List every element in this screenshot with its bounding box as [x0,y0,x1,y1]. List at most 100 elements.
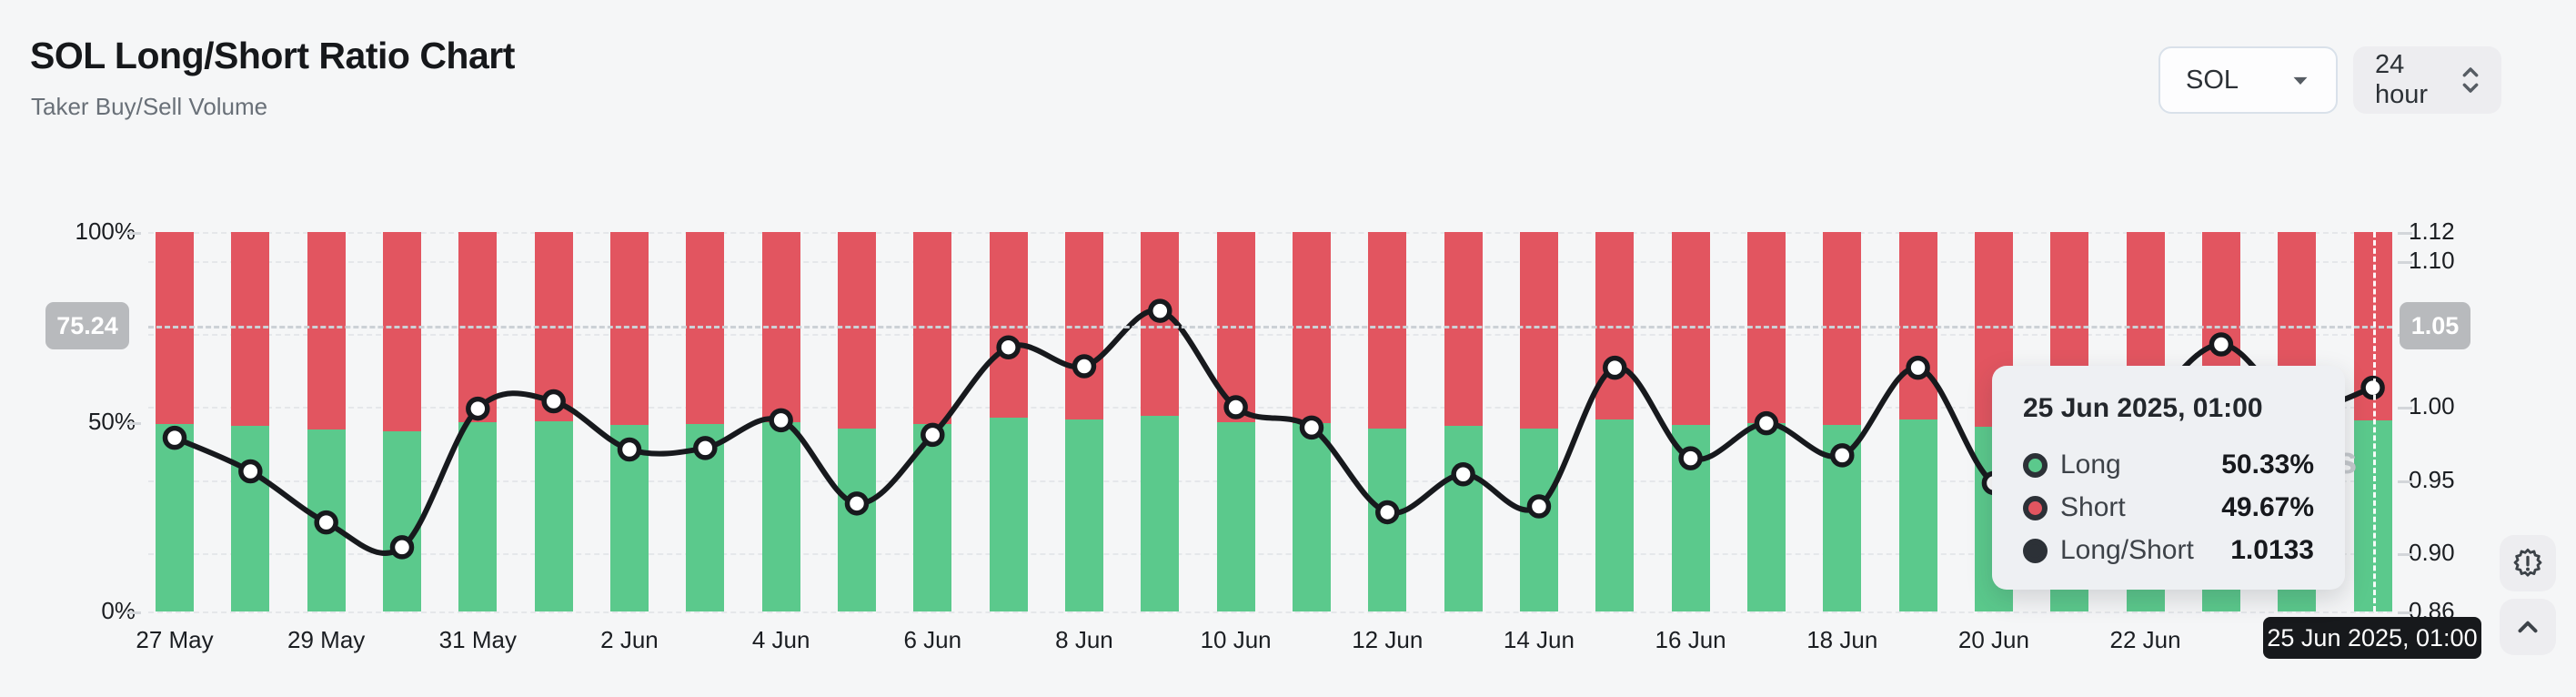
gridline [148,611,2392,613]
line-marker-27-May[interactable] [162,425,187,450]
bar-9-Jun[interactable] [1141,232,1180,611]
right-axis-tick [2398,261,2412,265]
line-marker-29-May[interactable] [314,510,338,535]
long-segment [1064,419,1103,611]
right-axis-label: 0.90 [2409,538,2455,566]
crosshair-date-label: 25 Jun 2025, 01:00 [2263,617,2481,659]
bar-8-Jun[interactable] [1064,232,1103,611]
long-segment [1444,426,1483,611]
symbol-select[interactable]: SOL [2158,46,2338,114]
line-marker-16-Jun[interactable] [1678,446,1703,470]
left-axis-tick [126,611,141,614]
long-segment [1595,419,1635,611]
line-marker-28-May[interactable] [238,459,263,484]
right-axis-label: 1.10 [2409,247,2455,275]
bar-29-May[interactable] [307,232,346,611]
short-segment [1519,232,1558,429]
tooltip-ratio-value: 1.0133 [2230,535,2314,565]
interval-select-value: 24 hour [2375,50,2429,109]
left-axis-tick [126,232,141,235]
line-marker-9-Jun[interactable] [1148,298,1172,323]
line-marker-4-Jun[interactable] [769,408,793,433]
line-marker-17-Jun[interactable] [1754,410,1779,436]
long-segment [382,431,421,611]
tooltip-long-label: Long [2060,450,2121,480]
line-marker-14-Jun[interactable] [1526,494,1552,519]
short-segment [1064,232,1103,419]
short-series-dot-icon [2023,495,2048,520]
bar-15-Jun[interactable] [1595,232,1635,611]
gridline [148,334,2392,337]
short-segment [1595,232,1635,419]
right-axis-tick [2398,232,2412,235]
bar-7-Jun[interactable] [989,232,1028,611]
long-segment [1216,421,1255,611]
line-marker-19-Jun[interactable] [1906,355,1930,380]
interval-select[interactable]: 24 hour [2353,46,2501,114]
bar-5-Jun[interactable] [837,232,876,611]
crosshair-ratio-badge: 1.05 [2400,302,2470,350]
line-marker-5-Jun[interactable] [844,491,870,516]
x-axis-label: 16 Jun [1655,626,1726,653]
short-segment [1141,232,1180,416]
gridline [148,232,2392,234]
long-segment [989,418,1028,611]
line-marker-2-Jun[interactable] [617,437,642,462]
right-axis-tick [2398,480,2412,483]
x-axis-label: 8 Jun [1055,626,1113,653]
line-marker-31-May[interactable] [466,396,490,421]
line-marker-7-Jun[interactable] [996,335,1021,359]
right-axis-tick [2398,611,2412,614]
x-axis-label: 10 Jun [1200,626,1272,653]
long-segment [1898,419,1937,611]
long-series-dot-icon [2023,452,2048,478]
right-axis-tick [2398,407,2412,410]
alert-badge-icon [2511,547,2544,580]
line-marker-1-Jun[interactable] [541,389,566,414]
alert-badge-button[interactable] [2500,535,2556,591]
line-marker-10-Jun[interactable] [1223,395,1248,419]
symbol-select-value: SOL [2186,65,2239,95]
chart-tooltip: 25 Jun 2025, 01:00 Long 50.33% Short 49.… [1992,366,2345,590]
tooltip-short-label: Short [2060,492,2126,522]
x-axis-label: 2 Jun [600,626,659,653]
gridline [148,480,2392,482]
line-marker-15-Jun[interactable] [1603,355,1627,380]
bar-14-Jun[interactable] [1519,232,1558,611]
line-marker-6-Jun[interactable] [921,422,945,448]
line-marker-11-Jun[interactable] [1299,415,1324,440]
x-axis-label: 31 May [438,626,517,653]
bar-19-Jun[interactable] [1898,232,1937,611]
line-marker-8-Jun[interactable] [1072,354,1097,379]
bar-30-May[interactable] [382,232,421,611]
line-marker-30-May[interactable] [389,535,415,560]
line-marker-23-Jun[interactable] [2209,332,2234,357]
line-marker-13-Jun[interactable] [1451,461,1475,487]
collapse-button[interactable] [2500,599,2556,655]
long-segment [913,423,952,611]
line-marker-12-Jun[interactable] [1375,500,1400,525]
tooltip-ratio-label: Long/Short [2060,535,2194,565]
long-segment [156,423,194,611]
bar-28-May[interactable] [231,232,270,611]
x-axis-label: 12 Jun [1352,626,1424,653]
line-marker-18-Jun[interactable] [1830,443,1855,468]
x-axis-label: 14 Jun [1503,626,1575,653]
x-axis-label: 6 Jun [903,626,962,653]
bar-13-Jun[interactable] [1444,232,1483,611]
long-segment [1141,415,1180,611]
long-segment [534,421,573,611]
long-segment [1519,428,1558,611]
page-subtitle: Taker Buy/Sell Volume [31,93,268,120]
x-axis-label: 4 Jun [751,626,810,653]
short-segment [1898,232,1937,419]
tooltip-row-ratio: Long/Short 1.0133 [2023,535,2314,566]
tooltip-row-long: Long 50.33% [2023,450,2314,480]
long-segment [1292,422,1331,611]
line-marker-3-Jun[interactable] [693,436,718,460]
gridline [148,552,2392,555]
short-segment [307,232,346,430]
chevron-up-icon [2512,611,2543,642]
left-axis-label: 100% [75,217,136,245]
